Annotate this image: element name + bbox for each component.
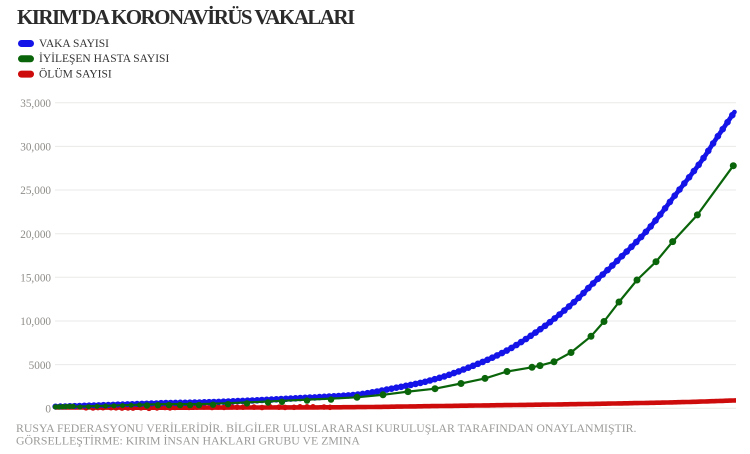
svg-text:25,000: 25,000 <box>20 185 51 197</box>
svg-text:GÖRSELLEŞTİRME: KIRIM İNSAN HA: GÖRSELLEŞTİRME: KIRIM İNSAN HAKLARI GRUB… <box>16 433 360 447</box>
svg-text:VAKA SAYISI: VAKA SAYISI <box>39 38 109 50</box>
svg-text:5000: 5000 <box>29 360 52 372</box>
svg-text:ÖLÜM SAYISI: ÖLÜM SAYISI <box>39 66 112 80</box>
svg-text:15,000: 15,000 <box>20 273 51 285</box>
svg-text:0: 0 <box>45 404 51 416</box>
svg-text:20,000: 20,000 <box>20 229 51 241</box>
svg-text:30,000: 30,000 <box>20 142 51 154</box>
svg-text:İYİLEŞEN HASTA SAYISI: İYİLEŞEN HASTA SAYISI <box>39 51 169 65</box>
svg-text:KIRIM'DA KORONAVİRÜS VAKALARI: KIRIM'DA KORONAVİRÜS VAKALARI <box>17 5 355 29</box>
svg-text:10,000: 10,000 <box>20 316 51 328</box>
svg-text:RUSYA FEDERASYONU VERİLERİDİR.: RUSYA FEDERASYONU VERİLERİDİR. BİLGİLER … <box>16 421 637 435</box>
svg-text:35,000: 35,000 <box>20 98 51 110</box>
